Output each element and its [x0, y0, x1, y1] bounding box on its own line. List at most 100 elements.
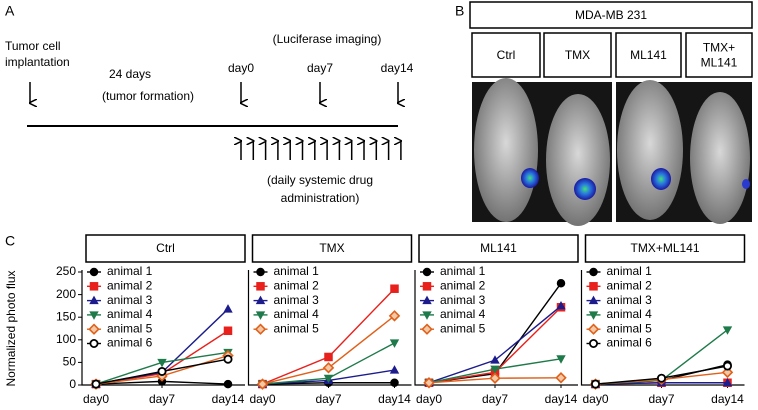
step-label: (daily systemic drug: [267, 173, 373, 187]
legend-label: animal 3: [607, 293, 653, 307]
point: [223, 304, 233, 313]
legend-label: animal 3: [440, 293, 486, 307]
axis: [580, 270, 745, 386]
point: [255, 311, 266, 320]
legend-label: animal 4: [274, 307, 320, 321]
point: [223, 354, 233, 364]
group-label: Ctrl: [497, 48, 516, 62]
timeline-diagram: [27, 82, 401, 160]
legend-label: animal 3: [274, 293, 320, 307]
chart-title: ML141: [480, 241, 517, 255]
step-label: administration): [281, 191, 360, 205]
point: [223, 379, 233, 389]
legend-label: animal 1: [274, 264, 320, 278]
point: [256, 378, 269, 390]
point: [490, 365, 500, 375]
x-tick-label: day7: [482, 392, 508, 406]
legend-label: animal 6: [107, 336, 153, 350]
legend-label: animal 5: [607, 321, 653, 335]
y-tick-label: 100: [56, 332, 76, 346]
point: [322, 362, 335, 374]
legend-label: animal 5: [274, 321, 320, 335]
point: [588, 295, 599, 305]
legend-label: animal 3: [107, 293, 153, 307]
luciferase-images: [472, 78, 752, 226]
point: [556, 355, 566, 364]
point: [421, 323, 433, 335]
legend-label: animal 2: [274, 278, 320, 292]
chart-title-box: [418, 234, 579, 263]
point: [89, 295, 99, 305]
point: [157, 358, 167, 368]
point: [556, 300, 566, 310]
point: [254, 323, 267, 335]
x-tick-label: day0: [416, 392, 442, 406]
point: [323, 374, 334, 384]
y-axis-label: Normalized photo flux: [4, 270, 18, 386]
point: [723, 361, 733, 371]
point: [422, 282, 432, 291]
group-box: [471, 32, 541, 78]
x-tick-label: day0: [249, 392, 275, 406]
group-box: [543, 32, 612, 78]
cell-line: MDA-MB 231: [575, 8, 647, 22]
chart-title-box: [251, 234, 413, 263]
panel-label: C: [5, 233, 15, 249]
point: [157, 366, 167, 376]
axis: [247, 270, 412, 386]
point: [388, 310, 401, 322]
point: [422, 267, 432, 277]
point: [390, 284, 399, 293]
point: [324, 352, 333, 362]
point: [389, 365, 400, 374]
step-label: (Luciferase imaging): [273, 32, 382, 46]
point: [591, 379, 601, 389]
legend-label: animal 4: [607, 307, 653, 321]
legend-label: animal 2: [440, 278, 486, 292]
chart-title: TMX+ML141: [630, 241, 699, 255]
x-tick-label: day7: [315, 392, 341, 406]
chart-title-box: [85, 234, 246, 263]
x-tick-label: day14: [545, 392, 578, 406]
point: [422, 311, 432, 320]
point: [556, 279, 566, 288]
chart-title: TMX: [319, 241, 344, 255]
x-tick-label: day7: [149, 392, 175, 406]
legend-label: animal 1: [107, 264, 153, 278]
point: [89, 338, 99, 348]
point: [223, 326, 233, 336]
y-tick-label: 0: [69, 377, 76, 391]
legend-label: animal 4: [440, 307, 486, 321]
x-tick-label: day14: [711, 392, 744, 406]
step-label: 24 days: [109, 67, 151, 81]
point: [555, 372, 567, 384]
legend-label: animal 5: [107, 321, 153, 335]
legend-label: animal 2: [607, 278, 653, 292]
point: [89, 267, 99, 277]
point: [89, 311, 99, 320]
point: [589, 267, 598, 277]
y-tick-label: 250: [56, 264, 76, 278]
legend-label: animal 1: [440, 264, 486, 278]
panel-label: A: [5, 3, 15, 19]
point: [256, 282, 265, 291]
x-tick-label: day0: [83, 392, 109, 406]
group-box: [685, 32, 753, 78]
panel-label: B: [455, 3, 464, 19]
point: [490, 355, 500, 364]
point: [588, 311, 599, 320]
x-tick-label: day14: [378, 392, 411, 406]
point: [390, 378, 399, 387]
day-label: day0: [228, 61, 254, 75]
x-tick-label: day14: [212, 392, 245, 406]
group-box: [615, 32, 682, 78]
point: [722, 326, 733, 335]
step-label: implantation: [5, 55, 70, 69]
y-tick-label: 200: [56, 287, 76, 301]
point: [589, 282, 598, 291]
day-label: day14: [381, 61, 414, 75]
legend-label: animal 4: [107, 307, 153, 321]
axis: [414, 270, 578, 386]
point: [91, 379, 101, 389]
